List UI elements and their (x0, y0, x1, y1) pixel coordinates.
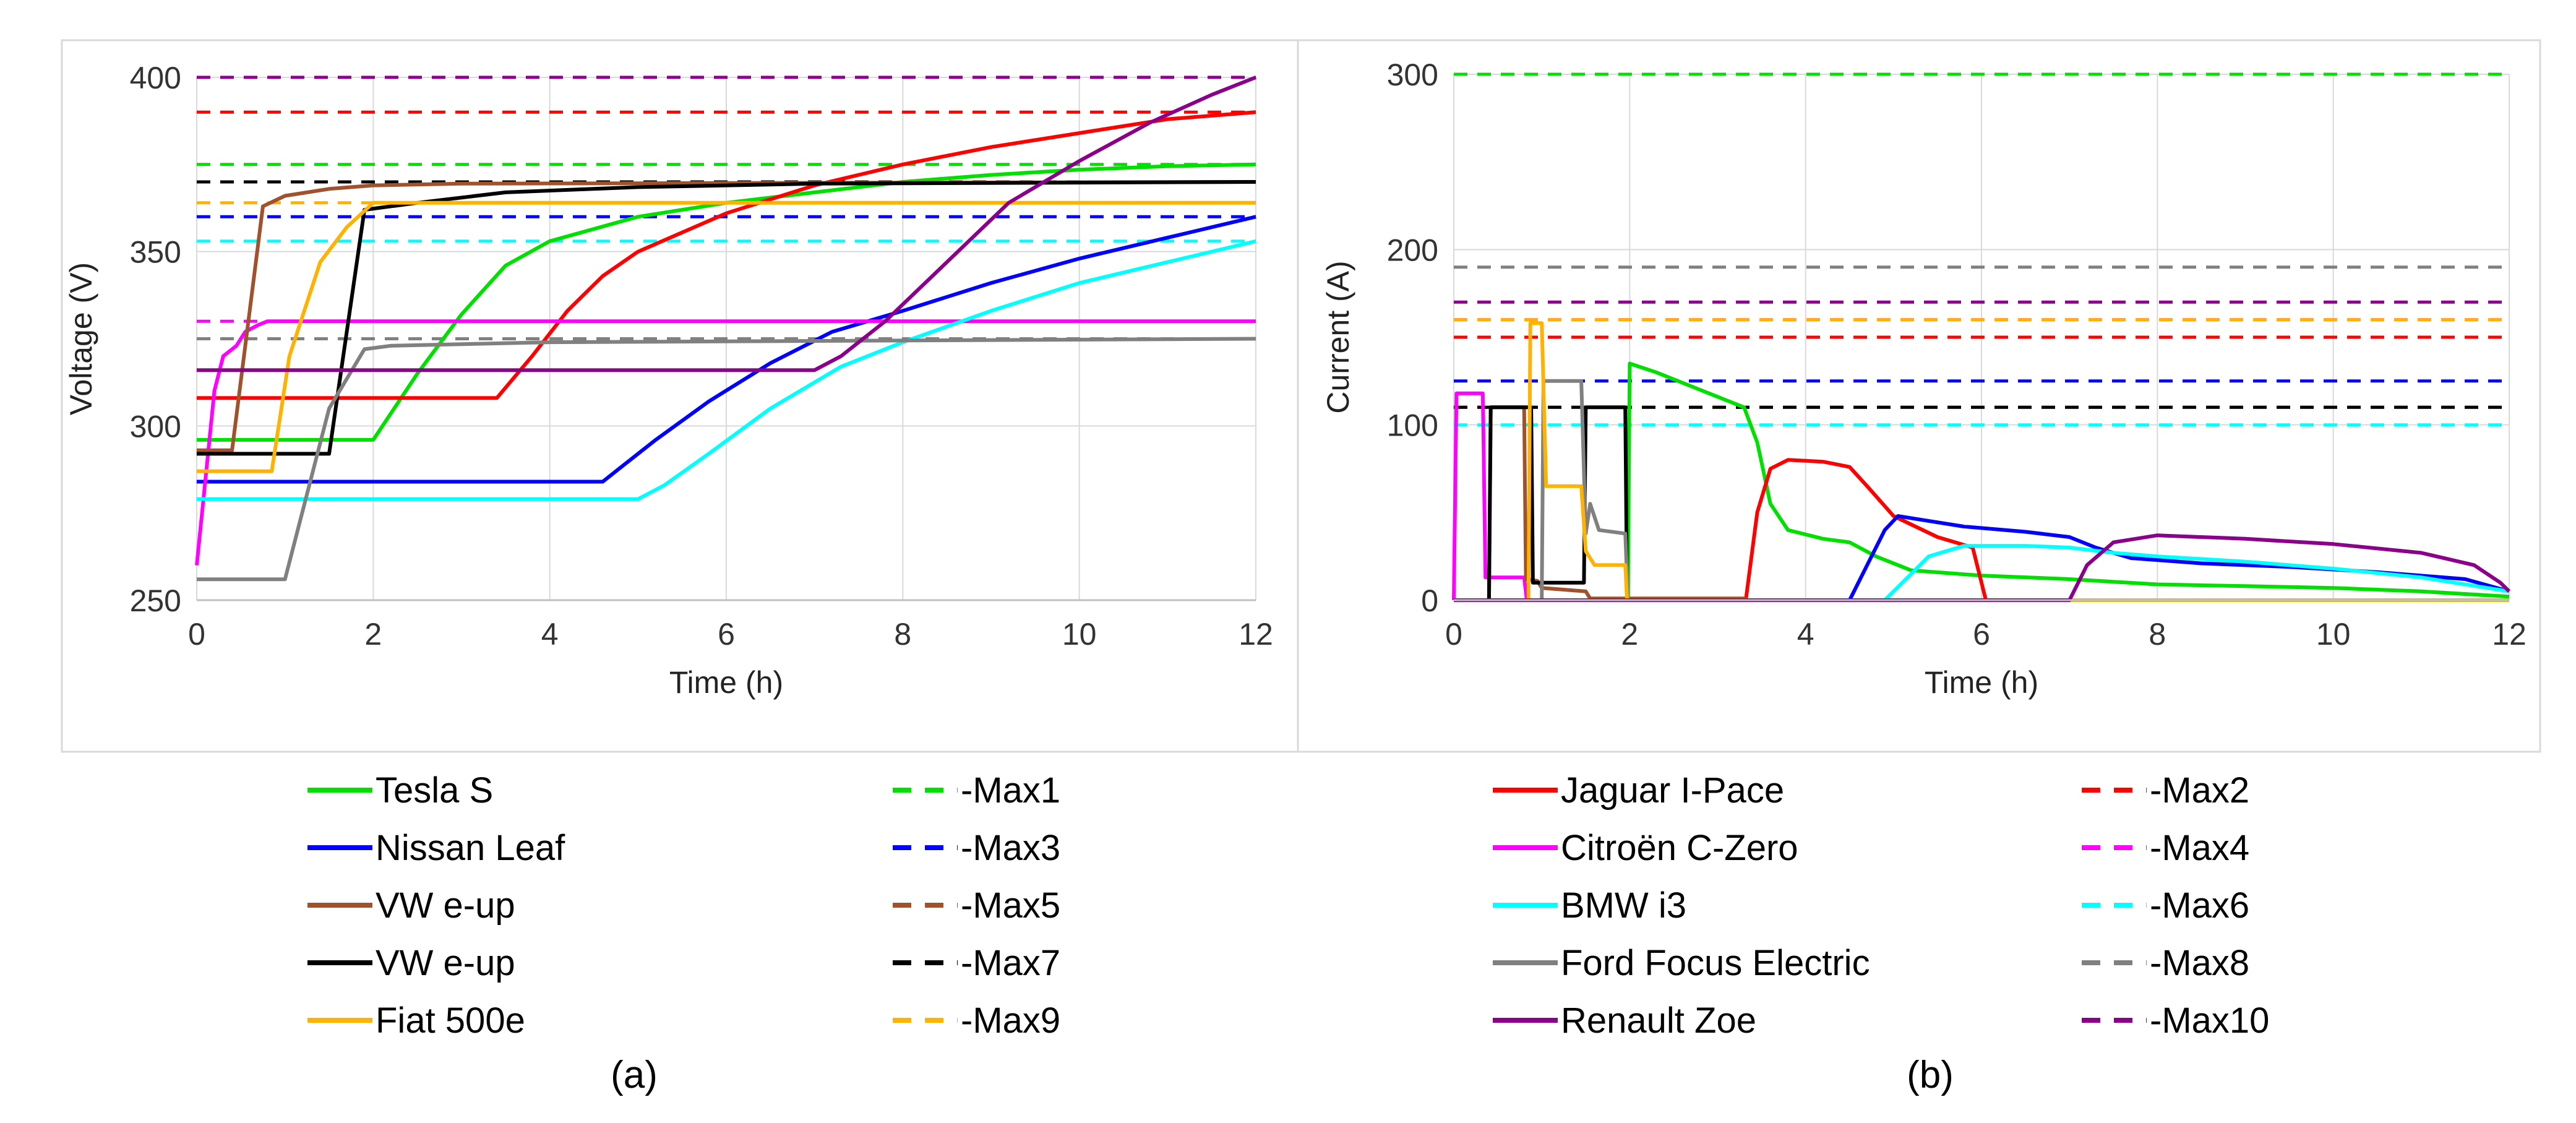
legend-label: Jaguar I-Pace (1561, 770, 1784, 811)
series-line-tesla-s (1454, 361, 2510, 602)
x-tick-label: 4 (541, 617, 559, 652)
legend-label: Citroën C-Zero (1561, 828, 1798, 868)
legend-label: -Max3 (961, 828, 1060, 868)
y-tick-label: 200 (1387, 233, 1438, 267)
legend-label: BMW i3 (1561, 885, 1686, 926)
y-tick-label: 350 (130, 235, 181, 270)
x-tick-label: 2 (364, 617, 382, 652)
series-line-renault-zoe (197, 75, 1257, 372)
series-line-renault-zoe (1454, 533, 2511, 602)
x-tick-label: 12 (1239, 617, 1273, 652)
x-tick-label: 4 (1797, 617, 1814, 652)
series-line-fiat-500e (197, 200, 1256, 473)
series-line-bmw-i3 (197, 239, 1256, 501)
legend-label: Fiat 500e (376, 1000, 525, 1041)
x-tick-label: 8 (894, 617, 911, 652)
legend-label: -Max1 (961, 770, 1060, 811)
series-line-vw-e-up (197, 180, 1256, 456)
y-axis-label: Current (A) (1321, 260, 1355, 413)
x-tick-label: 12 (2492, 617, 2527, 652)
legend: Tesla S -Max1 Jaguar I-Pace -Max2 Nissan Lea… (307, 770, 2269, 1041)
legend-label: Tesla S (376, 770, 493, 811)
voltage-chart: 0 2 4 6 8 10 12 250 300 350 400 Time (h) Voltage (V) (64, 61, 1273, 700)
series-line-fiat-500e (1454, 321, 2509, 602)
x-axis-label: Time (h) (1925, 665, 2038, 700)
x-tick-label: 0 (1445, 617, 1462, 652)
x-tick-label: 2 (1621, 617, 1638, 652)
series-line-jaguar-i-pace (197, 110, 1256, 400)
legend-label: -Max8 (2150, 943, 2249, 983)
current-chart: 0 2 4 6 8 10 12 0 100 200 300 Time (h) Current (A) (1321, 58, 2527, 700)
series-line-vw-e-up (197, 180, 1256, 452)
legend-label: -Max9 (961, 1000, 1060, 1041)
x-tick-label: 6 (718, 617, 735, 652)
x-tick-label: 6 (1973, 617, 1990, 652)
legend-label: -Max5 (961, 885, 1060, 926)
x-tick-label: 10 (2316, 617, 2351, 652)
series-line-nissan-leaf (197, 215, 1256, 484)
panel-a-label: (a) (611, 1054, 658, 1096)
x-axis-label: Time (h) (669, 665, 783, 700)
x-tick-label: 10 (1062, 617, 1097, 652)
y-axis-label: Voltage (V) (64, 262, 98, 415)
legend-label: -Max4 (2150, 828, 2249, 868)
panel-b-label: (b) (1907, 1054, 1954, 1096)
series-line-ford-focus-electric (197, 337, 1256, 582)
series-line-bmw-i3 (1454, 544, 2510, 602)
y-tick-label: 300 (1387, 58, 1438, 92)
legend-label: -Max6 (2150, 885, 2249, 926)
panel-a-frame (61, 39, 1299, 753)
y-tick-label: 250 (130, 583, 181, 618)
legend-label: VW e-up (376, 885, 515, 926)
y-tick-label: 400 (130, 61, 181, 95)
series-line-vw-e-up (1454, 405, 2509, 602)
legend-label: Ford Focus Electric (1561, 943, 1870, 983)
legend-label: -Max10 (2150, 1000, 2269, 1041)
y-tick-label: 100 (1387, 408, 1438, 443)
x-tick-label: 8 (2149, 617, 2166, 652)
legend-label: Nissan Leaf (376, 828, 565, 868)
legend-label: -Max2 (2150, 770, 2249, 811)
y-tick-label: 300 (130, 409, 181, 444)
legend-label: Renault Zoe (1561, 1000, 1756, 1041)
x-tick-label: 0 (188, 617, 205, 652)
legend-label: VW e-up (376, 943, 515, 983)
y-tick-label: 0 (1421, 583, 1438, 618)
legend-label: -Max7 (961, 943, 1060, 983)
